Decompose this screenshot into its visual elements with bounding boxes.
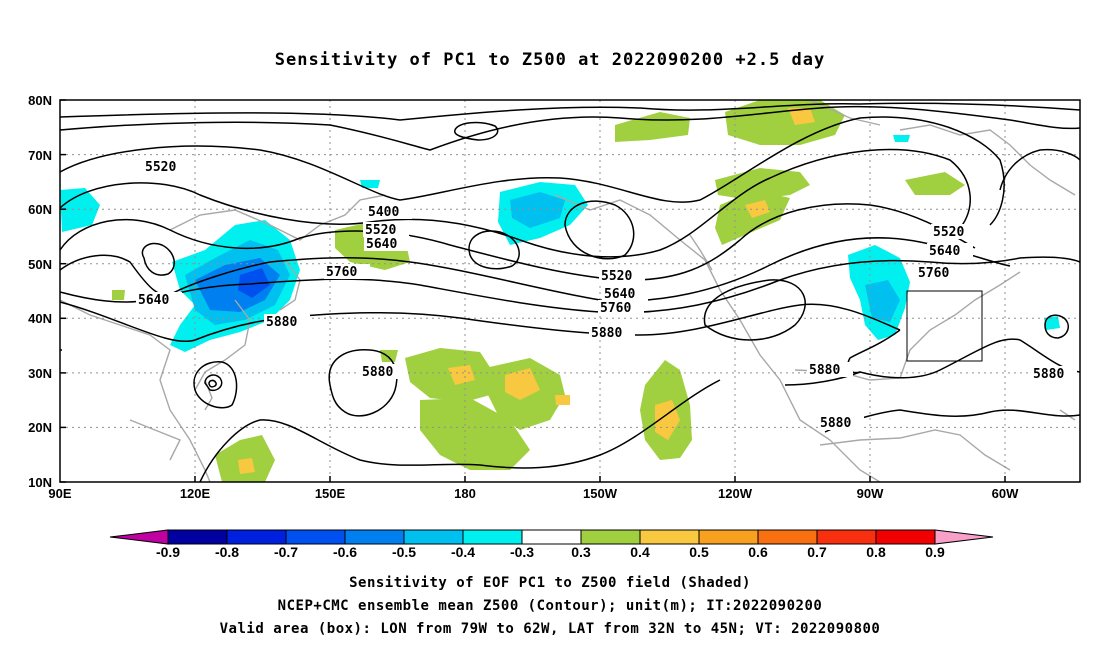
lon-label: 150E: [315, 486, 346, 501]
lat-label: 30N: [28, 366, 52, 381]
contour-label: 5760: [600, 301, 631, 316]
contour-label: 5520: [933, 225, 964, 240]
colorbar-left-arrow: [109, 529, 169, 545]
colorbar-segment: [403, 529, 464, 545]
contour-label: 5400: [368, 205, 399, 220]
contour-label: 5880: [820, 416, 851, 431]
colorbar-segment: [462, 529, 523, 545]
contour-label: 5640: [366, 237, 397, 252]
colorbar-labels: -0.9 -0.8 -0.7 -0.6 -0.5 -0.4 -0.3 0.3 0…: [156, 544, 945, 560]
colorbar-segment: [580, 529, 641, 545]
colorbar-label: 0.3: [571, 544, 591, 560]
z500-contours: [59, 102, 1081, 483]
colorbar-right-arrow: [934, 529, 994, 545]
map-title: Sensitivity of PC1 to Z500 at 2022090200…: [274, 50, 826, 70]
lon-label: 60W: [992, 486, 1019, 501]
colorbar-label: -0.7: [274, 544, 298, 560]
lat-label: 50N: [28, 257, 52, 272]
colorbar-label: -0.5: [392, 544, 416, 560]
contour-label: 5520: [145, 160, 176, 175]
colorbar-segment: [226, 529, 287, 545]
contour-label: 5640: [138, 293, 169, 308]
contour-label: 5520: [601, 269, 632, 284]
contour-label: 5880: [1033, 367, 1064, 382]
axis-ticks: [60, 99, 1006, 483]
colorbar-segment: [875, 529, 936, 545]
caption-line-1: Sensitivity of EOF PC1 to Z500 field (Sh…: [349, 575, 751, 591]
colorbar-label: 0.4: [630, 544, 650, 560]
lat-label: 40N: [28, 311, 52, 326]
colorbar-label: 0.9: [925, 544, 945, 560]
valid-area-box: [906, 290, 983, 362]
lat-label: 10N: [28, 475, 52, 490]
lat-label: 80N: [28, 93, 52, 108]
lat-label: 20N: [28, 420, 52, 435]
contour-label: 5880: [591, 326, 622, 341]
gridlines: [60, 100, 1080, 482]
colorbar-label: -0.8: [215, 544, 239, 560]
contour-label: 5640: [929, 244, 960, 259]
caption-line-2: NCEP+CMC ensemble mean Z500 (Contour); u…: [277, 598, 823, 614]
longitude-labels: 90E 120E 150E 180 150W 120W 90W 60W: [48, 486, 1019, 501]
colorbar-segment: [521, 529, 582, 545]
colorbar-label: -0.4: [451, 544, 475, 560]
colorbar-segment: [167, 529, 228, 545]
colorbar-label: -0.9: [156, 544, 180, 560]
colorbar-label: 0.5: [689, 544, 709, 560]
lon-label: 90E: [48, 486, 71, 501]
colorbar: [109, 529, 994, 545]
colorbar-segment: [285, 529, 346, 545]
colorbar-label: 0.6: [748, 544, 768, 560]
negative-sensitivity-shading: [60, 135, 1060, 352]
colorbar-segment: [757, 529, 818, 545]
contour-label: 5880: [809, 363, 840, 378]
colorbar-segment: [639, 529, 700, 545]
contour-label: 5880: [266, 315, 297, 330]
contour-label: 5520: [365, 223, 396, 238]
contour-label: 5880: [362, 365, 393, 380]
lon-label: 90W: [857, 486, 884, 501]
contour-label: 5760: [918, 266, 949, 281]
colorbar-label: -0.3: [510, 544, 534, 560]
coastlines: [59, 99, 1076, 483]
lon-label: 180: [454, 486, 476, 501]
positive-sensitivity-shading: [112, 100, 965, 482]
colorbar-segment: [344, 529, 405, 545]
latitude-labels: 80N 70N 60N 50N 40N 30N 20N 10N: [28, 93, 52, 490]
lon-label: 120W: [718, 486, 753, 501]
lon-label: 120E: [180, 486, 211, 501]
contour-label: 5760: [326, 265, 357, 280]
colorbar-label: -0.6: [333, 544, 357, 560]
caption-line-3: Valid area (box): LON from 79W to 62W, L…: [219, 621, 881, 637]
colorbar-segment: [698, 529, 759, 545]
colorbar-segment: [816, 529, 877, 545]
plot-frame: [59, 99, 1081, 483]
contour-label-group: 5520 5400 5520 5640 5760 5640 5880 5880 …: [136, 159, 1077, 431]
lat-label: 60N: [28, 202, 52, 217]
colorbar-label: 0.8: [866, 544, 886, 560]
lon-label: 150W: [583, 486, 618, 501]
lat-label: 70N: [28, 148, 52, 163]
colorbar-label: 0.7: [807, 544, 827, 560]
contour-label: 5640: [604, 287, 635, 302]
